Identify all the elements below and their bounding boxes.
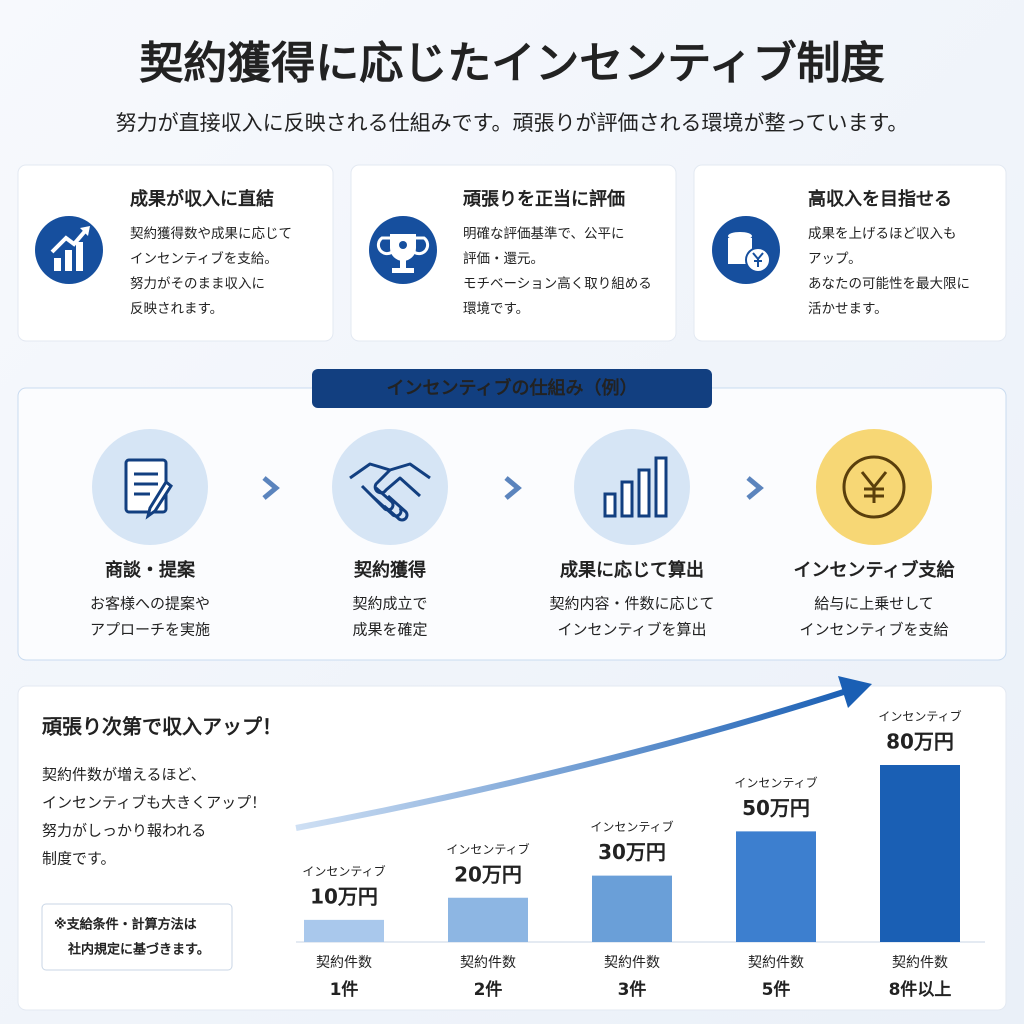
doc-icon: [124, 458, 173, 520]
value-label: 80万円: [886, 730, 954, 754]
step-title: 契約獲得: [353, 559, 426, 581]
category-caption: 契約件数: [460, 955, 516, 971]
feature-text: インセンティブを支給。: [130, 250, 278, 267]
feature-text: 明確な評価基準で、公平に: [463, 225, 624, 242]
category-label: 2件: [474, 979, 503, 1000]
subtitle: 努力が直接収入に反映される仕組みです。頑張りが評価される環境が整っています。: [116, 111, 909, 135]
card: [350, 164, 677, 342]
value-label: 10万円: [310, 884, 378, 908]
handshake-icon: [349, 462, 431, 522]
bar: [304, 919, 384, 942]
feature-text: 環境です。: [463, 301, 529, 317]
card: [17, 164, 334, 342]
step-text: 成果を確定: [352, 621, 427, 639]
growth-text: 契約件数が増えるほど、: [42, 766, 206, 784]
feature-title: 成果が収入に直結: [130, 188, 274, 210]
category-label: 8件以上: [889, 979, 952, 1000]
feature-text: アップ。: [808, 251, 862, 267]
note-box: [41, 903, 233, 971]
growth-text: インセンティブも大きくアップ！: [42, 794, 266, 812]
category-label: 5件: [762, 979, 791, 1000]
coin-icon: [842, 455, 906, 519]
category-caption: 契約件数: [604, 955, 660, 971]
feature-text: あなたの可能性を最大限に: [808, 276, 970, 292]
arrow-head: [838, 676, 872, 708]
feature-title: 頑張りを正当に評価: [462, 188, 625, 210]
value-caption: インセンティブ: [302, 863, 385, 878]
feature-text: 努力がそのまま収入に: [130, 276, 265, 292]
bars-icon: [603, 456, 668, 518]
step-title: 成果に応じて算出: [560, 559, 704, 581]
step-text: インセンティブを算出: [557, 621, 706, 639]
growth-arrow: [295, 687, 851, 831]
step-text: 契約内容・件数に応じて: [549, 595, 714, 613]
growth-text: 努力がしっかり報われる: [42, 822, 206, 840]
chevrons: [262, 476, 764, 500]
feature-title: 高収入を目指せる: [808, 188, 952, 210]
chart-icon: [50, 226, 90, 271]
growth-heading: 頑張り次第で収入アップ！: [41, 715, 282, 739]
growth-text: 制度です。: [42, 850, 116, 868]
feature-text: 評価・還元。: [463, 251, 544, 267]
value-label: 50万円: [742, 796, 810, 820]
card: [693, 164, 1007, 342]
value-caption: インセンティブ: [878, 709, 961, 724]
title: 契約獲得に応じたインセンティブ制度: [139, 38, 884, 89]
feature-text: 反映されます。: [130, 301, 223, 317]
bar: [448, 897, 528, 942]
feature-text: 成果を上げるほど収入も: [808, 226, 957, 242]
value-caption: インセンティブ: [734, 775, 817, 790]
bar: [880, 765, 960, 942]
category-caption: 契約件数: [316, 955, 372, 971]
category-caption: 契約件数: [892, 955, 948, 971]
step-text: お客様への提案や: [90, 595, 210, 613]
yen-icon: [860, 471, 888, 503]
feature-cards: [17, 164, 1007, 342]
step-text: アプローチを実施: [90, 621, 210, 639]
note-text: 社内規定に基づきます。: [67, 942, 210, 958]
badge-text: インセンティブの仕組み（例）: [387, 377, 638, 399]
badge: [312, 369, 712, 408]
step-text: インセンティブを支給: [799, 621, 948, 639]
note-text: ※支給条件・計算方法は: [54, 917, 197, 933]
bar: [592, 875, 672, 942]
category-label: 3件: [618, 979, 647, 1000]
bar: [736, 831, 816, 942]
value-label: 30万円: [598, 840, 666, 864]
feature-text: モチベーション高く取り組める: [463, 275, 652, 292]
trophy-icon: [376, 234, 430, 273]
step-text: 給与に上乗せして: [814, 595, 934, 613]
step-text: 契約成立で: [352, 595, 427, 613]
coins-icon: [728, 232, 771, 273]
feature-text: 活かせます。: [808, 301, 888, 317]
feature-text: 契約獲得数や成果に応じて: [130, 225, 292, 242]
value-caption: インセンティブ: [590, 819, 673, 834]
value-label: 20万円: [454, 862, 522, 886]
process-icons: [92, 429, 932, 545]
step-title: 商談・提案: [105, 559, 196, 581]
category-caption: 契約件数: [748, 955, 804, 971]
category-label: 1件: [330, 979, 359, 1000]
value-caption: インセンティブ: [446, 841, 529, 856]
step-title: インセンティブ支給: [794, 559, 956, 581]
